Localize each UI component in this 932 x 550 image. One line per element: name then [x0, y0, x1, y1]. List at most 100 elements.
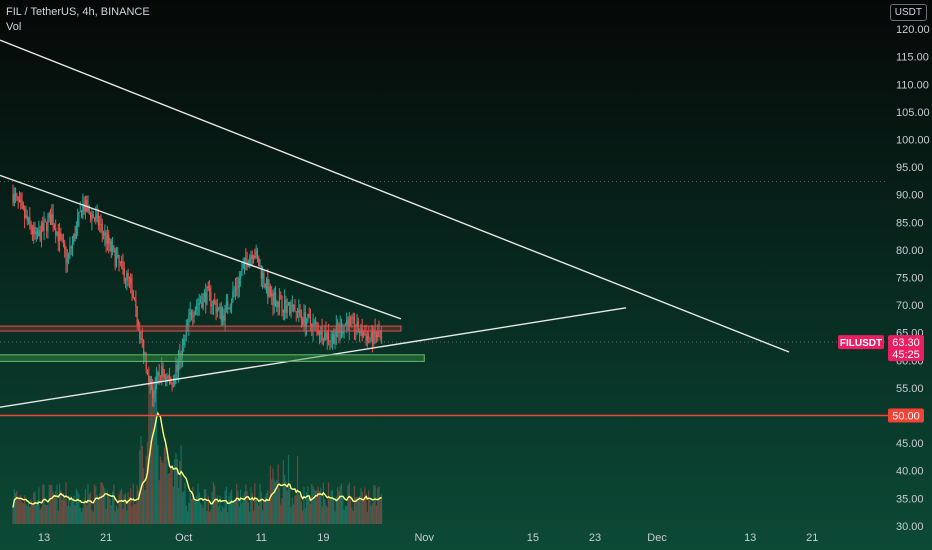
- volume-bar: [334, 511, 336, 524]
- volume-bar: [90, 492, 92, 524]
- volume-bar: [299, 495, 301, 524]
- candle-body: [381, 336, 383, 338]
- candle-body: [202, 295, 204, 308]
- candle-body: [373, 328, 375, 344]
- volume-bar: [315, 490, 317, 524]
- volume-bar: [368, 490, 370, 524]
- volume-bar: [73, 495, 75, 524]
- candle-body: [359, 332, 361, 334]
- volume-bar: [224, 490, 226, 524]
- candle-body: [346, 320, 348, 324]
- candle-body: [140, 338, 142, 339]
- volume-bar: [346, 505, 348, 524]
- volume-bar: [30, 499, 32, 524]
- volume-bar: [44, 504, 46, 524]
- volume-bar: [91, 509, 93, 524]
- volume-bar: [61, 499, 63, 524]
- volume-bar: [105, 508, 107, 524]
- candle-body: [316, 323, 318, 327]
- volume-bar: [255, 499, 257, 524]
- candle-body: [90, 212, 92, 220]
- volume-bar: [361, 491, 363, 524]
- candle-body: [70, 247, 72, 249]
- candle-body: [21, 202, 23, 206]
- candle-body: [201, 302, 203, 308]
- candle-body: [347, 320, 349, 330]
- volume-bar: [14, 492, 17, 524]
- candle-body: [280, 295, 282, 297]
- trendline-0: [0, 39, 790, 353]
- candle-body: [113, 246, 115, 250]
- volume-bar: [64, 499, 66, 524]
- volume-bar: [298, 494, 300, 524]
- candle-body: [340, 324, 343, 334]
- candle-body: [56, 231, 58, 236]
- candle-body: [146, 369, 149, 376]
- chart-title[interactable]: FIL / TetherUS, 4h, BINANCE: [6, 6, 150, 18]
- volume-bar: [260, 491, 262, 524]
- candle-body: [175, 365, 177, 379]
- candle-body: [194, 309, 196, 315]
- volume-bar: [176, 459, 178, 524]
- candle-body: [131, 283, 133, 292]
- volume-bar: [251, 492, 253, 524]
- volume-bar: [329, 499, 331, 524]
- candle-body: [374, 328, 376, 335]
- candle-body: [161, 366, 163, 377]
- candle-body: [177, 353, 180, 372]
- volume-bar: [158, 480, 160, 524]
- volume-bar: [259, 483, 261, 524]
- volume-bar: [211, 491, 213, 524]
- volume-bar: [77, 491, 79, 524]
- volume-bar: [39, 509, 41, 524]
- candle-body: [128, 277, 130, 279]
- volume-bar: [62, 493, 65, 524]
- candle-body: [105, 232, 107, 244]
- candle-body: [80, 211, 83, 218]
- volume-bar: [153, 380, 155, 524]
- candle-body: [40, 223, 43, 241]
- volume-bar: [371, 503, 374, 524]
- candle-body: [13, 193, 15, 203]
- x-tick-label: 15: [527, 532, 539, 544]
- volume-bar: [215, 499, 217, 524]
- volume-bar: [93, 484, 96, 524]
- candle-body: [39, 230, 41, 241]
- volume-bar: [377, 488, 379, 524]
- volume-bar: [167, 473, 169, 524]
- volume-bar: [207, 496, 209, 524]
- volume-bar: [181, 492, 184, 524]
- volume-bar: [122, 508, 124, 524]
- volume-bar: [227, 511, 229, 524]
- candle-body: [115, 256, 118, 266]
- volume-bar: [110, 505, 112, 524]
- candle-body: [130, 277, 132, 284]
- candle-body: [87, 206, 89, 212]
- volume-bar: [359, 495, 361, 524]
- candle-body: [119, 262, 121, 264]
- candle-body: [35, 231, 37, 235]
- candle-body: [79, 211, 81, 213]
- volume-bar: [321, 506, 323, 524]
- candle-body: [101, 224, 103, 232]
- volume-bar: [53, 495, 55, 524]
- candle-body: [330, 340, 332, 342]
- candle-body: [121, 261, 123, 263]
- volume-bar: [192, 486, 194, 524]
- volume-bar: [287, 455, 290, 524]
- volume-legend[interactable]: Vol: [6, 21, 21, 33]
- candle-body: [106, 234, 109, 244]
- currency-button[interactable]: USDT: [889, 4, 927, 21]
- volume-bar: [135, 503, 137, 524]
- candles-layer: [12, 184, 383, 408]
- volume-bar: [337, 487, 339, 524]
- volume-bar: [55, 490, 57, 524]
- candle-body: [47, 218, 49, 232]
- candle-body: [227, 301, 229, 309]
- volume-bar: [56, 484, 58, 524]
- volume-bar: [362, 499, 365, 524]
- candle-body: [122, 261, 124, 269]
- volume-bar: [124, 493, 127, 524]
- candle-body: [331, 333, 334, 341]
